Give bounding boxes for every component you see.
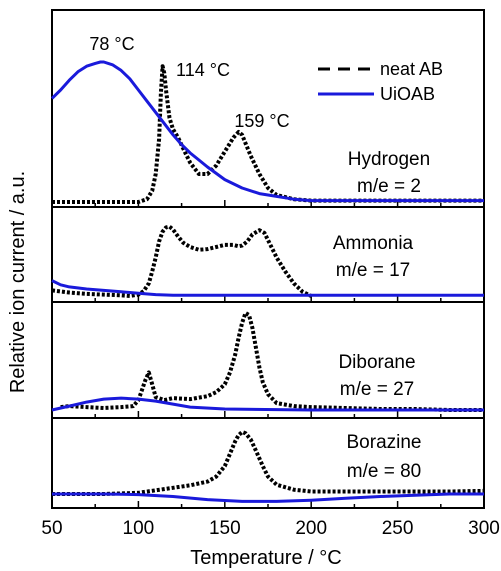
series-neat-ab-ammonia <box>51 224 313 298</box>
series-uioab-ammonia <box>51 279 484 297</box>
series-layer <box>50 60 485 503</box>
y-axis-label: Relative ion current / a.u. <box>7 171 29 393</box>
series-uioab-borazine <box>52 492 484 503</box>
panel-frames <box>51 9 485 509</box>
panel-frame-diborane <box>51 301 485 419</box>
panel-frame-ammonia <box>51 206 485 303</box>
panel-label-hydrogen: Hydrogen <box>348 149 430 170</box>
x-tick-label-150: 150 <box>209 518 241 539</box>
x-ticks: 50 100 150 200 250 300 <box>41 518 499 539</box>
annotation-78c: 78 °C <box>89 34 134 54</box>
annotation-114c: 114 °C <box>176 60 230 80</box>
x-tick-label-50: 50 <box>41 518 62 539</box>
x-tick-label-100: 100 <box>123 518 155 539</box>
legend-label-uioab: UiOAB <box>380 84 435 104</box>
panel-sublabel-ammonia: m/e = 17 <box>336 260 410 281</box>
x-tick-label-200: 200 <box>295 518 327 539</box>
panel-sublabel-borazine: m/e = 80 <box>347 461 421 482</box>
legend: neat AB UiOAB <box>318 59 443 104</box>
panel-sublabel-hydrogen: m/e = 2 <box>357 176 421 197</box>
legend-label-neat-ab: neat AB <box>380 59 443 79</box>
series-uioab-hydrogen <box>50 60 484 203</box>
panel-label-diborane: Diborane <box>338 352 415 373</box>
x-axis-label: Temperature / °C <box>190 547 341 569</box>
x-tick-label-250: 250 <box>382 518 414 539</box>
series-neat-ab-diborane <box>60 311 484 412</box>
panel-label-ammonia: Ammonia <box>333 233 414 254</box>
annotation-159c: 159 °C <box>234 111 289 131</box>
panel-label-borazine: Borazine <box>347 432 422 453</box>
series-uioab-diborane <box>51 396 484 412</box>
x-tick-label-300: 300 <box>468 518 500 539</box>
series-neat-ab-borazine <box>52 430 485 496</box>
panel-sublabel-diborane: m/e = 27 <box>340 379 414 400</box>
